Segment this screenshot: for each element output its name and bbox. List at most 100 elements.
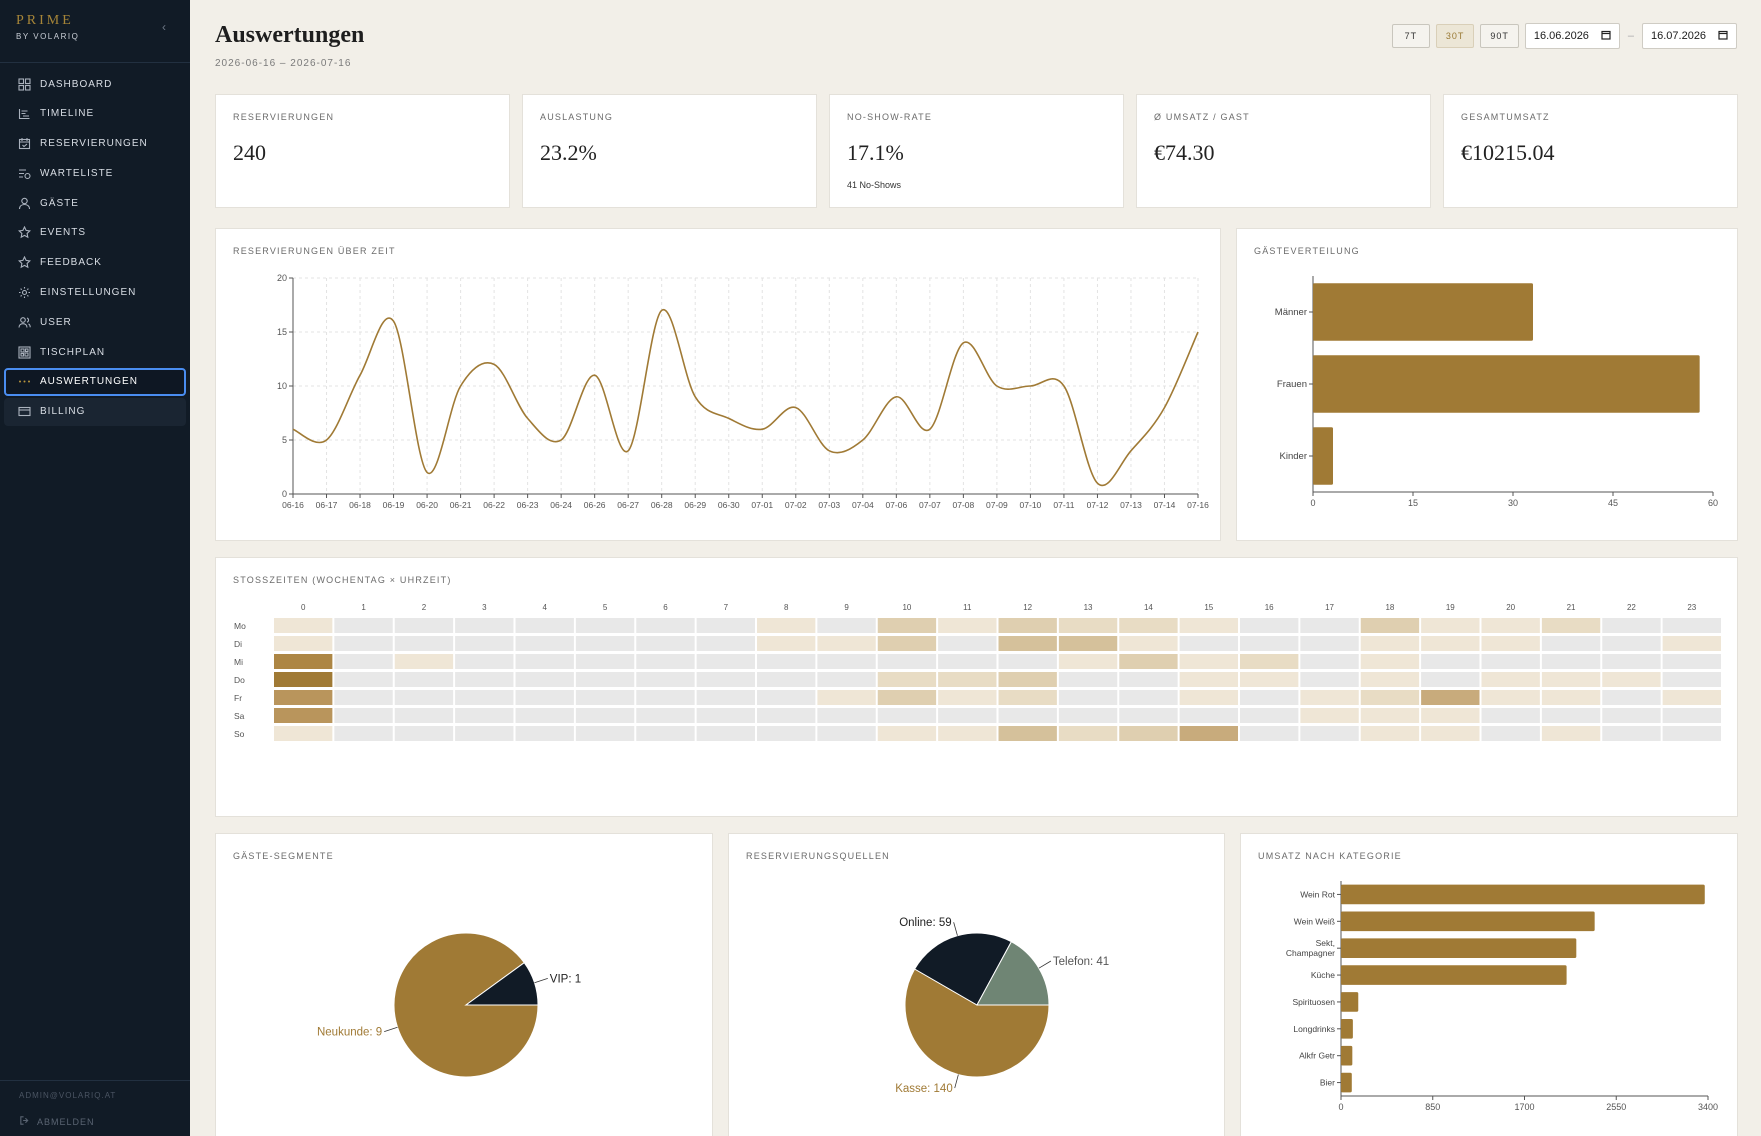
sidebar-item-dashboard[interactable]: DASHBOARD [4, 70, 186, 98]
heatmap-cell [1481, 672, 1540, 687]
sidebar-item-label: EINSTELLUNGEN [40, 287, 137, 299]
range-toolbar: 7T 30T 90T 16.06.2026 – 16.07.2026 [1391, 23, 1737, 49]
heatmap-cell [1360, 690, 1420, 705]
heatmap-cell [1481, 654, 1540, 669]
heatmap-cell [938, 708, 997, 723]
heatmap-cell [1481, 690, 1540, 705]
kpi-card-avg-revenue: Ø UMSATZ / GAST €74.30 [1136, 94, 1431, 208]
star-icon [17, 226, 31, 240]
preset-30t-button[interactable]: 30T [1435, 24, 1475, 48]
preset-90t-button[interactable]: 90T [1480, 24, 1519, 48]
brand[interactable]: PRIME BY VOLARIQ [16, 13, 79, 41]
bar-alkfr-getr [1341, 1045, 1353, 1066]
heatmap-cell [1179, 618, 1238, 633]
logout-label: ABMELDEN [37, 1116, 95, 1127]
heatmap-cell [515, 708, 574, 723]
heatmap-cell [1058, 618, 1118, 633]
heatmap-cell [696, 654, 755, 669]
slice-label-online: Online: 59 [899, 917, 951, 929]
hour-label: 7 [724, 603, 729, 612]
sidebar-item-gäste[interactable]: GÄSTE [4, 189, 186, 217]
heatmap-cell [1179, 654, 1238, 669]
heatmap-cell [394, 654, 454, 669]
heatmap-cell [274, 618, 333, 633]
card-icon [17, 405, 31, 419]
y-tick-label: Wein Weiß [1294, 916, 1335, 926]
heatmap-cell [515, 636, 574, 651]
sidebar-item-label: USER [40, 316, 72, 328]
weekday-label: Fr [234, 693, 242, 703]
sidebar-item-billing[interactable]: BILLING [4, 397, 186, 426]
heatmap-cell [334, 636, 393, 651]
heatmap-cell [1421, 636, 1480, 651]
heatmap-cell [575, 636, 635, 651]
preset-7t-button[interactable]: 7T [1391, 24, 1430, 48]
heatmap-cell [1240, 690, 1299, 705]
chart-title: STOSSZEITEN (WOCHENTAG × UHRZEIT) [233, 575, 452, 585]
x-tick-label: 06-18 [349, 500, 371, 510]
weekday-label: Di [234, 639, 242, 649]
hour-label: 13 [1084, 603, 1093, 612]
x-tick-label: 0 [1338, 1102, 1343, 1112]
hour-label: 15 [1204, 603, 1213, 612]
heatmap-cell [1662, 636, 1721, 651]
x-tick-label: 07-13 [1120, 500, 1142, 510]
x-tick-label: 06-26 [584, 500, 606, 510]
sidebar-item-feedback[interactable]: FEEDBACK [4, 249, 186, 277]
x-tick-label: 06-29 [684, 500, 706, 510]
weekday-label: Mo [234, 621, 246, 631]
heatmap-cell [394, 636, 454, 651]
heatmap-cell [1240, 726, 1299, 741]
heatmap-cell [1421, 690, 1480, 705]
hour-label: 20 [1506, 603, 1515, 612]
bar-kinder [1313, 427, 1333, 485]
sidebar-item-warteliste[interactable]: WARTELISTE [4, 159, 186, 187]
heatmap-cell [877, 618, 937, 633]
chart-title: UMSATZ NACH KATEGORIE [1258, 851, 1402, 861]
logout-button[interactable]: ABMELDEN [19, 1115, 95, 1128]
sidebar-item-timeline[interactable]: TIMELINE [4, 100, 186, 128]
heatmap-cell [636, 636, 695, 651]
heatmap-cell [998, 636, 1057, 651]
calendar-icon[interactable] [1718, 30, 1728, 43]
sidebar-item-einstellungen[interactable]: EINSTELLUNGEN [4, 279, 186, 307]
heatmap-cell [1179, 636, 1238, 651]
heatmap-cell [1662, 690, 1721, 705]
sidebar-item-user[interactable]: USER [4, 308, 186, 336]
reservation-sources-pie: Kasse: 140 Online: 59 Telefon: 41 [895, 917, 1109, 1095]
y-tick-label: 5 [282, 435, 287, 445]
heatmap-cell [817, 708, 876, 723]
sidebar-item-events[interactable]: EVENTS [4, 219, 186, 247]
date-from-input[interactable]: 16.06.2026 [1524, 23, 1620, 49]
calendar-icon [17, 137, 31, 151]
heatmap-cell [696, 672, 755, 687]
heatmap-cell [1240, 654, 1299, 669]
date-to-input[interactable]: 16.07.2026 [1642, 23, 1737, 49]
heatmap-cell [757, 708, 816, 723]
guest-distribution-card: GÄSTEVERTEILUNG 0 15 30 45 60 Männer Frauen Kin… [1236, 228, 1738, 541]
x-tick-label: 06-22 [483, 500, 505, 510]
table-plan-icon [17, 345, 31, 359]
heatmap-cell [998, 654, 1057, 669]
sidebar-item-auswertungen[interactable]: AUSWERTUNGEN [4, 367, 186, 396]
sidebar-item-tischplan[interactable]: TISCHPLAN [4, 338, 186, 366]
heatmap-cell [1541, 726, 1601, 741]
sidebar-item-reservierungen[interactable]: RESERVIERUNGEN [4, 130, 186, 158]
slice-label-kasse: Kasse: 140 [895, 1083, 953, 1095]
heatmap-cell [334, 654, 393, 669]
heatmap-cell [1119, 708, 1178, 723]
heatmap-cell [636, 690, 695, 705]
calendar-icon[interactable] [1601, 30, 1611, 43]
y-tick-label: Spirituosen [1292, 997, 1335, 1007]
heatmap-cell [877, 708, 937, 723]
kpi-value: €74.30 [1154, 140, 1215, 165]
x-tick-label: 850 [1425, 1102, 1440, 1112]
x-tick-label: 06-27 [617, 500, 639, 510]
heatmap-cell [575, 690, 635, 705]
heatmap-cell [877, 636, 937, 651]
x-tick-label: 06-30 [718, 500, 740, 510]
heatmap-cell [575, 618, 635, 633]
x-tick-label: 06-23 [517, 500, 539, 510]
heatmap-cell [455, 726, 514, 741]
collapse-sidebar-icon[interactable]: ‹ [162, 20, 166, 34]
